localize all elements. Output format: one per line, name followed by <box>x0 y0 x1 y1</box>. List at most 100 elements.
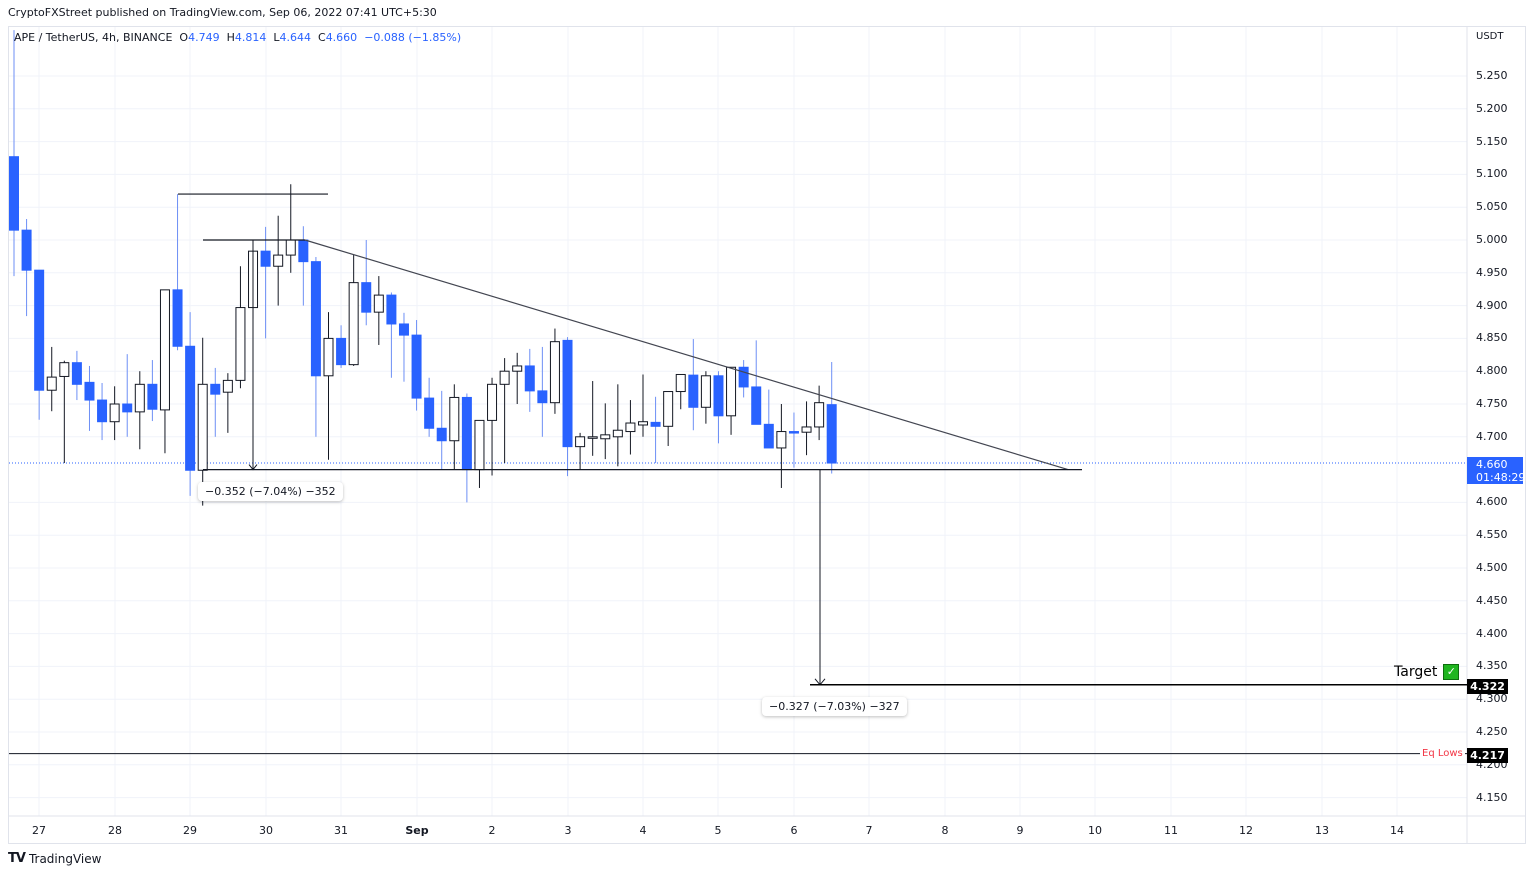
bull-candle <box>638 421 648 426</box>
date-tick-label: 4 <box>639 824 647 837</box>
measure-label-2: −0.327 (−7.03%) −327 <box>762 697 907 716</box>
bull-candle <box>625 422 636 433</box>
bull-candle <box>663 391 674 427</box>
date-tick-label: 28 <box>108 824 122 837</box>
bear-candle <box>826 404 837 464</box>
currency-label: USDT <box>1476 31 1504 42</box>
bear-candle <box>436 427 447 442</box>
price-tick-label: 5.150 <box>1476 134 1508 148</box>
bull-candle <box>474 419 485 471</box>
last-price-tag: 4.660 01:48:29 <box>1467 457 1526 484</box>
footer-branding: TV TradingView <box>8 851 101 866</box>
bear-candle <box>310 261 321 377</box>
bear-candle <box>9 156 19 231</box>
publisher-line: CryptoFXStreet published on TradingView.… <box>8 6 437 19</box>
date-tick-label: 13 <box>1315 824 1329 837</box>
bar-countdown: 01:48:29 <box>1476 471 1526 484</box>
eq-lows-price-tag: 4.217 <box>1467 748 1508 763</box>
bull-candle <box>59 362 70 377</box>
bear-candle <box>260 250 271 267</box>
bull-candle <box>222 379 233 393</box>
chart-frame <box>8 26 1526 844</box>
bull-candle <box>273 254 284 267</box>
date-tick-label: 11 <box>1164 824 1178 837</box>
date-tick-label: 3 <box>564 824 572 837</box>
price-tick-label: 5.100 <box>1476 167 1508 181</box>
price-tick-label: 5.250 <box>1476 69 1508 82</box>
bear-candle <box>562 339 573 448</box>
price-tick-label: 4.950 <box>1476 265 1508 279</box>
bull-candle <box>134 383 145 413</box>
bull-candle <box>776 431 787 449</box>
bear-candle <box>336 337 347 366</box>
price-tick-label: 5.000 <box>1476 233 1508 246</box>
bear-candle <box>763 423 774 449</box>
price-tick-label: 4.550 <box>1476 528 1508 542</box>
bear-candle <box>147 383 158 410</box>
date-tick-label: 29 <box>183 824 197 837</box>
price-tick-label: 4.400 <box>1476 626 1508 640</box>
bear-candle <box>461 396 472 471</box>
bull-candle <box>801 426 812 433</box>
price-tick-label: 4.450 <box>1476 593 1508 607</box>
symbol-legend: APE / TetherUS, 4h, BINANCE O4.749 H4.81… <box>14 31 462 44</box>
bull-candle <box>46 376 57 391</box>
bull-candle <box>575 436 586 448</box>
high-value: 4.814 <box>234 31 267 44</box>
target-annotation: Target ✓ <box>1394 664 1460 680</box>
date-tick-label: 9 <box>1016 824 1024 837</box>
price-tick-label: 4.150 <box>1476 790 1508 804</box>
price-tick-label: 4.350 <box>1476 659 1508 673</box>
date-tick-label: 6 <box>790 824 798 837</box>
bull-candle <box>814 402 825 428</box>
open-value: 4.749 <box>188 31 220 44</box>
bear-candle <box>71 362 82 385</box>
date-tick-label: 5 <box>714 824 722 837</box>
bull-candle <box>487 383 498 421</box>
measure-label-1: −0.352 (−7.04%) −352 <box>198 482 343 501</box>
price-tick-label: 5.200 <box>1476 101 1508 115</box>
target-label: Target <box>1394 664 1438 680</box>
bear-candle <box>185 345 196 471</box>
bull-candle <box>323 337 334 377</box>
arrow-head-icon <box>248 464 258 471</box>
price-tick-label: 4.850 <box>1476 331 1508 345</box>
bull-candle <box>285 239 296 256</box>
low-value: 4.644 <box>279 31 312 44</box>
bear-candle <box>34 269 45 391</box>
bull-candle <box>675 373 686 393</box>
date-tick-label: 10 <box>1088 824 1102 837</box>
bear-candle <box>398 323 409 336</box>
date-tick-label: 8 <box>941 824 949 837</box>
bull-candle <box>109 403 120 423</box>
date-tick-label: 2 <box>488 824 496 837</box>
bull-candle <box>549 341 560 404</box>
bear-candle <box>650 421 661 427</box>
bull-candle <box>512 365 523 372</box>
bear-candle <box>751 386 762 425</box>
price-tick-label: 4.700 <box>1476 429 1508 443</box>
price-tick-label: 4.300 <box>1476 692 1508 706</box>
bull-candle <box>600 434 611 440</box>
bear-candle <box>411 334 422 399</box>
bear-candle <box>97 399 108 423</box>
bear-candle <box>298 239 309 263</box>
date-tick-label: 30 <box>259 824 273 837</box>
target-price-tag: 4.322 <box>1467 679 1508 694</box>
bear-candle <box>210 383 221 395</box>
bull-candle <box>348 282 359 366</box>
bear-candle <box>788 431 799 434</box>
eq-lows-label: Eq Lows <box>1420 748 1465 759</box>
bear-candle <box>424 397 435 429</box>
bull-candle <box>700 375 711 408</box>
bull-candle <box>159 289 170 411</box>
descending-trendline <box>304 239 1069 471</box>
bear-candle <box>386 294 397 325</box>
price-tick-label: 5.050 <box>1476 200 1508 214</box>
bear-candle <box>361 282 372 313</box>
bear-candle <box>21 229 32 271</box>
bear-candle <box>84 381 95 401</box>
price-tick-label: 4.800 <box>1476 364 1508 378</box>
price-tick-label: 4.750 <box>1476 397 1508 410</box>
